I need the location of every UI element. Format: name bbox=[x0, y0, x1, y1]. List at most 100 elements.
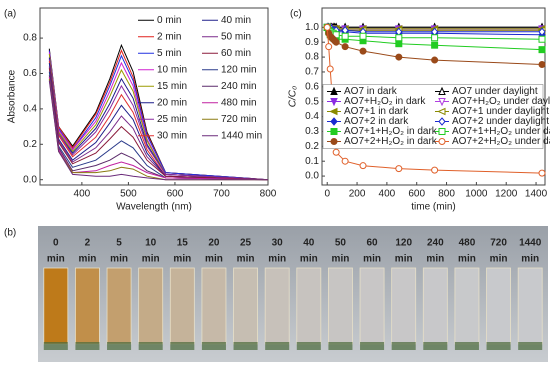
marker bbox=[359, 162, 367, 170]
vial-time: 30 bbox=[272, 238, 284, 249]
vial-unit: min bbox=[47, 254, 65, 265]
y-tick-label: 1.0 bbox=[305, 22, 319, 33]
x-axis-label: Wavelength (nm) bbox=[116, 202, 192, 213]
legend-marker bbox=[438, 98, 446, 107]
vial-unit: min bbox=[426, 254, 444, 265]
series-line bbox=[48, 61, 269, 181]
legend-label: AO7+1+H₂O₂ in dark bbox=[344, 126, 438, 137]
marker bbox=[431, 41, 439, 49]
legend-label: 120 min bbox=[221, 64, 257, 75]
marker bbox=[323, 23, 331, 31]
vial-unit: min bbox=[521, 254, 539, 265]
legend-label: 240 min bbox=[221, 81, 257, 92]
x-tick-label: 200 bbox=[349, 189, 366, 200]
legend-marker bbox=[438, 117, 446, 126]
vial-time: 50 bbox=[335, 238, 347, 249]
vial-unit: min bbox=[363, 254, 381, 265]
legend-marker bbox=[330, 117, 338, 126]
vial bbox=[328, 267, 353, 345]
legend-marker bbox=[437, 107, 446, 116]
vial-time: 240 bbox=[427, 238, 444, 249]
legend-marker bbox=[330, 86, 338, 95]
vial-unit: min bbox=[395, 254, 413, 265]
marker bbox=[332, 148, 340, 156]
vial-unit: min bbox=[300, 254, 318, 265]
marker bbox=[359, 32, 367, 40]
series-line bbox=[48, 62, 269, 181]
y-tick-label: 0.1 bbox=[305, 156, 319, 167]
vial-time: 0 bbox=[53, 238, 59, 249]
vial-sediment bbox=[233, 342, 258, 350]
marker bbox=[341, 157, 349, 165]
legend-marker bbox=[438, 128, 446, 135]
vial-unit: min bbox=[79, 254, 97, 265]
vial-time: 480 bbox=[459, 238, 476, 249]
vial-unit: min bbox=[458, 254, 476, 265]
legend-marker bbox=[330, 128, 338, 135]
legend-box bbox=[322, 84, 544, 149]
x-axis-label: time (min) bbox=[411, 202, 455, 213]
x-tick-label: 1000 bbox=[465, 189, 488, 200]
vial-time: 5 bbox=[116, 238, 122, 249]
y-tick-label: 0.6 bbox=[305, 81, 319, 92]
vial bbox=[75, 267, 100, 345]
legend-label: 720 min bbox=[221, 114, 257, 125]
vial-unit: min bbox=[490, 254, 508, 265]
vial-time: 2 bbox=[85, 238, 91, 249]
vial bbox=[169, 267, 195, 345]
x-tick-label: 0 bbox=[324, 189, 330, 200]
marker bbox=[395, 40, 403, 48]
plot-frame bbox=[321, 7, 546, 186]
legend-marker bbox=[329, 107, 338, 116]
y-tick-label: 0.0 bbox=[23, 174, 37, 185]
legend-label: AO7+H₂O₂ in dark bbox=[344, 96, 426, 107]
legend-label: AO7+H₂O₂ under daylight bbox=[452, 96, 550, 107]
vial bbox=[233, 267, 258, 345]
legend-marker bbox=[330, 138, 338, 145]
marker bbox=[341, 32, 349, 40]
vial bbox=[106, 267, 132, 345]
vial-sediment bbox=[391, 342, 416, 350]
vial bbox=[486, 267, 511, 345]
marker bbox=[538, 61, 546, 69]
vial-sediment bbox=[75, 342, 100, 350]
vial-time: 1440 bbox=[519, 238, 542, 249]
marker bbox=[431, 166, 439, 174]
series-line bbox=[48, 80, 268, 181]
legend-label: AO7 under daylight bbox=[452, 86, 538, 97]
legend-label: 25 min bbox=[157, 114, 187, 125]
vial-time: 25 bbox=[240, 238, 252, 249]
x-tick-label: 700 bbox=[213, 189, 230, 200]
legend-label: 2 min bbox=[157, 31, 181, 42]
y-tick-label: 0.4 bbox=[305, 111, 319, 122]
legend-label: AO7+2 under daylight bbox=[452, 116, 549, 127]
vial bbox=[138, 267, 164, 345]
vial-sediment bbox=[43, 342, 68, 350]
panel-label: (a) bbox=[4, 9, 16, 20]
legend-label: 50 min bbox=[221, 31, 251, 42]
series-line bbox=[48, 75, 269, 181]
series-line bbox=[48, 71, 269, 181]
marker bbox=[325, 43, 333, 51]
series-line bbox=[48, 59, 269, 181]
vial-unit: min bbox=[237, 254, 255, 265]
vial-sediment bbox=[486, 342, 511, 350]
vial bbox=[454, 267, 480, 345]
legend-label: 0 min bbox=[157, 15, 181, 26]
y-tick-label: 0.8 bbox=[305, 52, 319, 63]
x-tick-label: 1200 bbox=[495, 189, 518, 200]
y-tick-label: 0.0 bbox=[305, 171, 319, 182]
y-tick-label: 0.4 bbox=[23, 104, 37, 115]
marker bbox=[395, 165, 403, 173]
vial-time: 10 bbox=[145, 238, 157, 249]
y-tick-label: 0.7 bbox=[305, 67, 319, 78]
y-tick-label: 0.5 bbox=[305, 96, 319, 107]
vial bbox=[517, 267, 543, 345]
series-line bbox=[48, 66, 269, 181]
vial-sediment bbox=[360, 342, 385, 350]
legend-label: AO7+1 in dark bbox=[344, 106, 409, 117]
series-line bbox=[48, 68, 269, 181]
legend-label: 15 min bbox=[157, 81, 187, 92]
panel-label: (c) bbox=[290, 9, 302, 20]
